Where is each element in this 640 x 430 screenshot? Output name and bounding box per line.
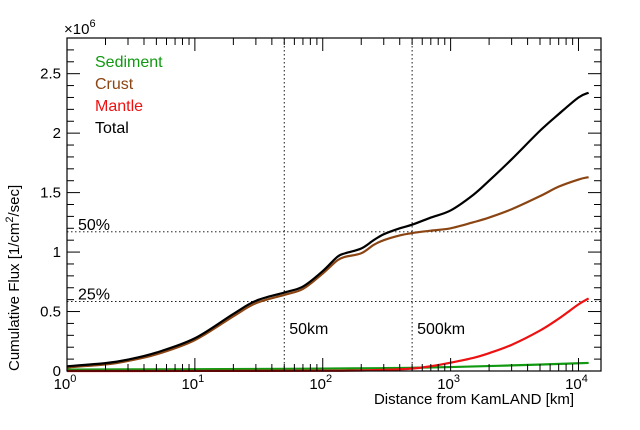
x-tick-label: 102 xyxy=(309,373,332,393)
series-line-total xyxy=(66,91,590,368)
legend-entry-total: Total xyxy=(95,120,129,137)
series-line-crust xyxy=(66,176,589,369)
y-axis-label: Cumulative Flux [1/cm2/sec] xyxy=(4,185,23,371)
y-tick-label: 1.5 xyxy=(40,185,61,202)
x-tick-label: 103 xyxy=(437,373,460,393)
series-line-sediment xyxy=(66,361,589,371)
annotation-50pct: 50% xyxy=(78,217,110,234)
x-axis-label: Distance from KamLAND [km] xyxy=(374,391,574,408)
legend: Sediment Crust Mantle Total xyxy=(95,54,163,137)
y-tick-label: 0.5 xyxy=(40,304,61,321)
y-tick-label: 0 xyxy=(53,363,61,380)
legend-entry-mantle: Mantle xyxy=(95,98,143,115)
legend-entry-sediment: Sediment xyxy=(95,54,163,71)
x-tick-label: 100 xyxy=(54,373,77,393)
reference-lines xyxy=(67,38,601,371)
legend-entry-crust: Crust xyxy=(95,76,134,93)
annotation-25pct: 25% xyxy=(78,286,110,303)
y-tick-label: 1 xyxy=(53,244,61,261)
x-tick-label: 101 xyxy=(181,373,204,393)
tick-labels: 100 101 102 103 104 0 0.5 1 1.5 2 2.5 xyxy=(40,66,588,393)
x-tick-label: 104 xyxy=(565,373,588,393)
annotation-500km: 500km xyxy=(417,321,465,338)
y-tick-label: 2 xyxy=(53,125,61,142)
annotation-50km: 50km xyxy=(289,321,328,338)
axis-ticks xyxy=(66,37,601,372)
annotations: 50% 25% 50km 500km xyxy=(78,217,465,338)
y-axis-multiplier: ×106 xyxy=(64,18,96,38)
y-tick-label: 2.5 xyxy=(40,66,61,83)
